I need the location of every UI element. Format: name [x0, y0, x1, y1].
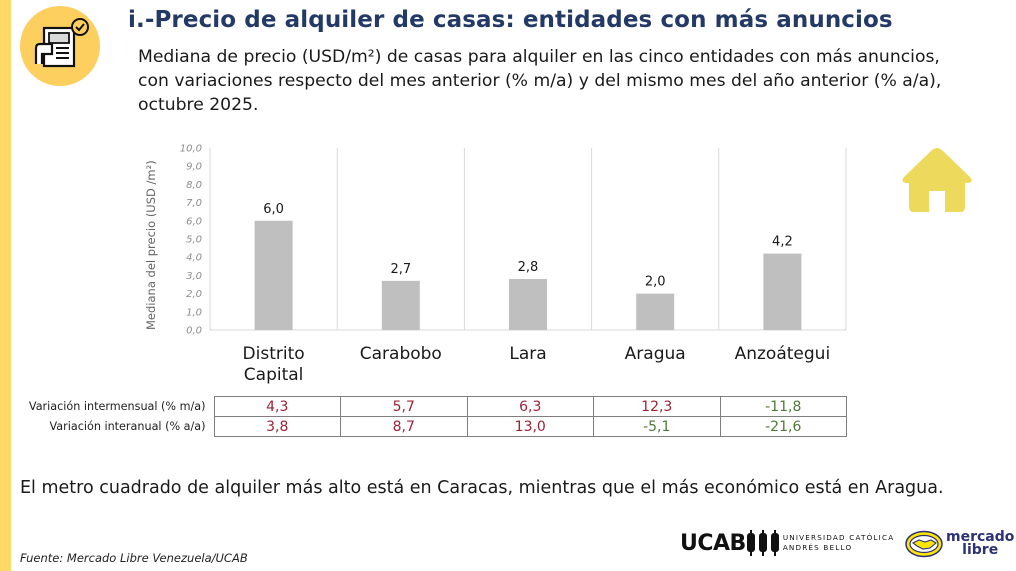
category-label-line: Lara: [509, 344, 547, 364]
ucab-logo-line1: UNIVERSIDAD CATÓLICA: [782, 533, 895, 542]
y-tick-label: 9,0: [186, 162, 202, 173]
table-cell: -21,6: [719, 416, 847, 437]
table-cell: 5,7: [340, 396, 468, 417]
table-cell: 13,0: [466, 416, 594, 437]
bar-1: [381, 280, 420, 330]
document-check-icon: [20, 6, 100, 86]
row-label: Variación interanual (% a/a): [49, 420, 206, 433]
y-tick-label: 3,0: [186, 271, 202, 282]
bar-0: [254, 220, 293, 330]
table-cell: 3,8: [213, 416, 341, 437]
accent-strip: [0, 0, 11, 571]
table-cell: -5,1: [593, 416, 721, 437]
category-label: Anzoátegui: [719, 344, 845, 365]
y-tick-label: 2,0: [186, 289, 202, 300]
page-title: i.-Precio de alquiler de casas: entidade…: [128, 7, 893, 33]
data-label: 2,8: [518, 260, 539, 275]
summary-note: El metro cuadrado de alquiler más alto e…: [20, 478, 944, 498]
category-label-line: Anzoátegui: [734, 344, 831, 364]
category-label: Aragua: [592, 344, 718, 365]
y-tick-label: 1,0: [186, 307, 202, 318]
ucab-logo-line2: ANDRÉS BELLO: [782, 543, 853, 552]
y-tick-label: 8,0: [186, 180, 202, 191]
bar-3: [636, 293, 675, 330]
bar-chart: 0,0 1,0 2,0 3,0 4,0 5,0 6,0 7,0 8,0 9,0 10,0 6,0 2,7…: [180, 144, 847, 337]
y-tick-label: 7,0: [186, 198, 202, 209]
y-tick-label: 6,0: [186, 216, 202, 227]
table-cell: 12,3: [593, 396, 721, 417]
table-cell: 8,7: [340, 416, 468, 437]
data-label: 2,7: [390, 262, 411, 277]
bar-2: [509, 279, 547, 330]
table-row: Variación intermensual (% m/a) 4,3 5,7 6,3 1…: [20, 396, 847, 417]
table-cell: 4,3: [213, 396, 341, 417]
data-label: 4,2: [772, 235, 793, 250]
ucab-logo: UCAB UNIVERSIDAD CATÓLICA ANDRÉS BELLO: [680, 530, 894, 556]
category-label-line: Carabobo: [359, 344, 442, 364]
bar-4: [763, 253, 802, 330]
y-tick-label: 4,0: [186, 253, 202, 264]
handshake-icon: [905, 530, 943, 558]
y-tick-label: 0,0: [186, 326, 202, 337]
house-icon: [900, 145, 974, 219]
ml-logo-line1: mercado: [946, 529, 1015, 545]
ucab-logo-word: UCAB: [680, 530, 746, 556]
category-label: Carabobo: [338, 344, 464, 365]
source-note: Fuente: Mercado Libre Venezuela/UCAB: [20, 551, 248, 565]
data-label: 6,0: [263, 202, 284, 217]
category-label-line: Capital: [243, 365, 304, 385]
row-label: Variación intermensual (% m/a): [28, 400, 206, 413]
category-label: Lara: [465, 344, 591, 365]
table-cell: 6,3: [466, 396, 594, 417]
mercado-libre-logo: mercado libre: [905, 530, 1014, 558]
variation-table: Variación intermensual (% m/a) 4,3 5,7 6,3 1…: [20, 396, 847, 437]
y-tick-label: 5,0: [186, 235, 202, 246]
data-label: 2,0: [645, 275, 666, 290]
table-row: Variación interanual (% a/a) 3,8 8,7 13,0 -5…: [20, 416, 847, 437]
y-tick-label: 10,0: [180, 144, 202, 155]
category-label-line: Distrito: [242, 344, 305, 364]
ucab-columns-icon: [746, 530, 779, 556]
ml-logo-line2: libre: [962, 542, 999, 558]
category-label: Distrito Capital: [211, 344, 337, 386]
category-label-line: Aragua: [624, 344, 686, 364]
table-cell: -11,8: [719, 396, 847, 417]
chart-subtitle: Mediana de precio (USD/m²) de casas para…: [138, 47, 942, 115]
